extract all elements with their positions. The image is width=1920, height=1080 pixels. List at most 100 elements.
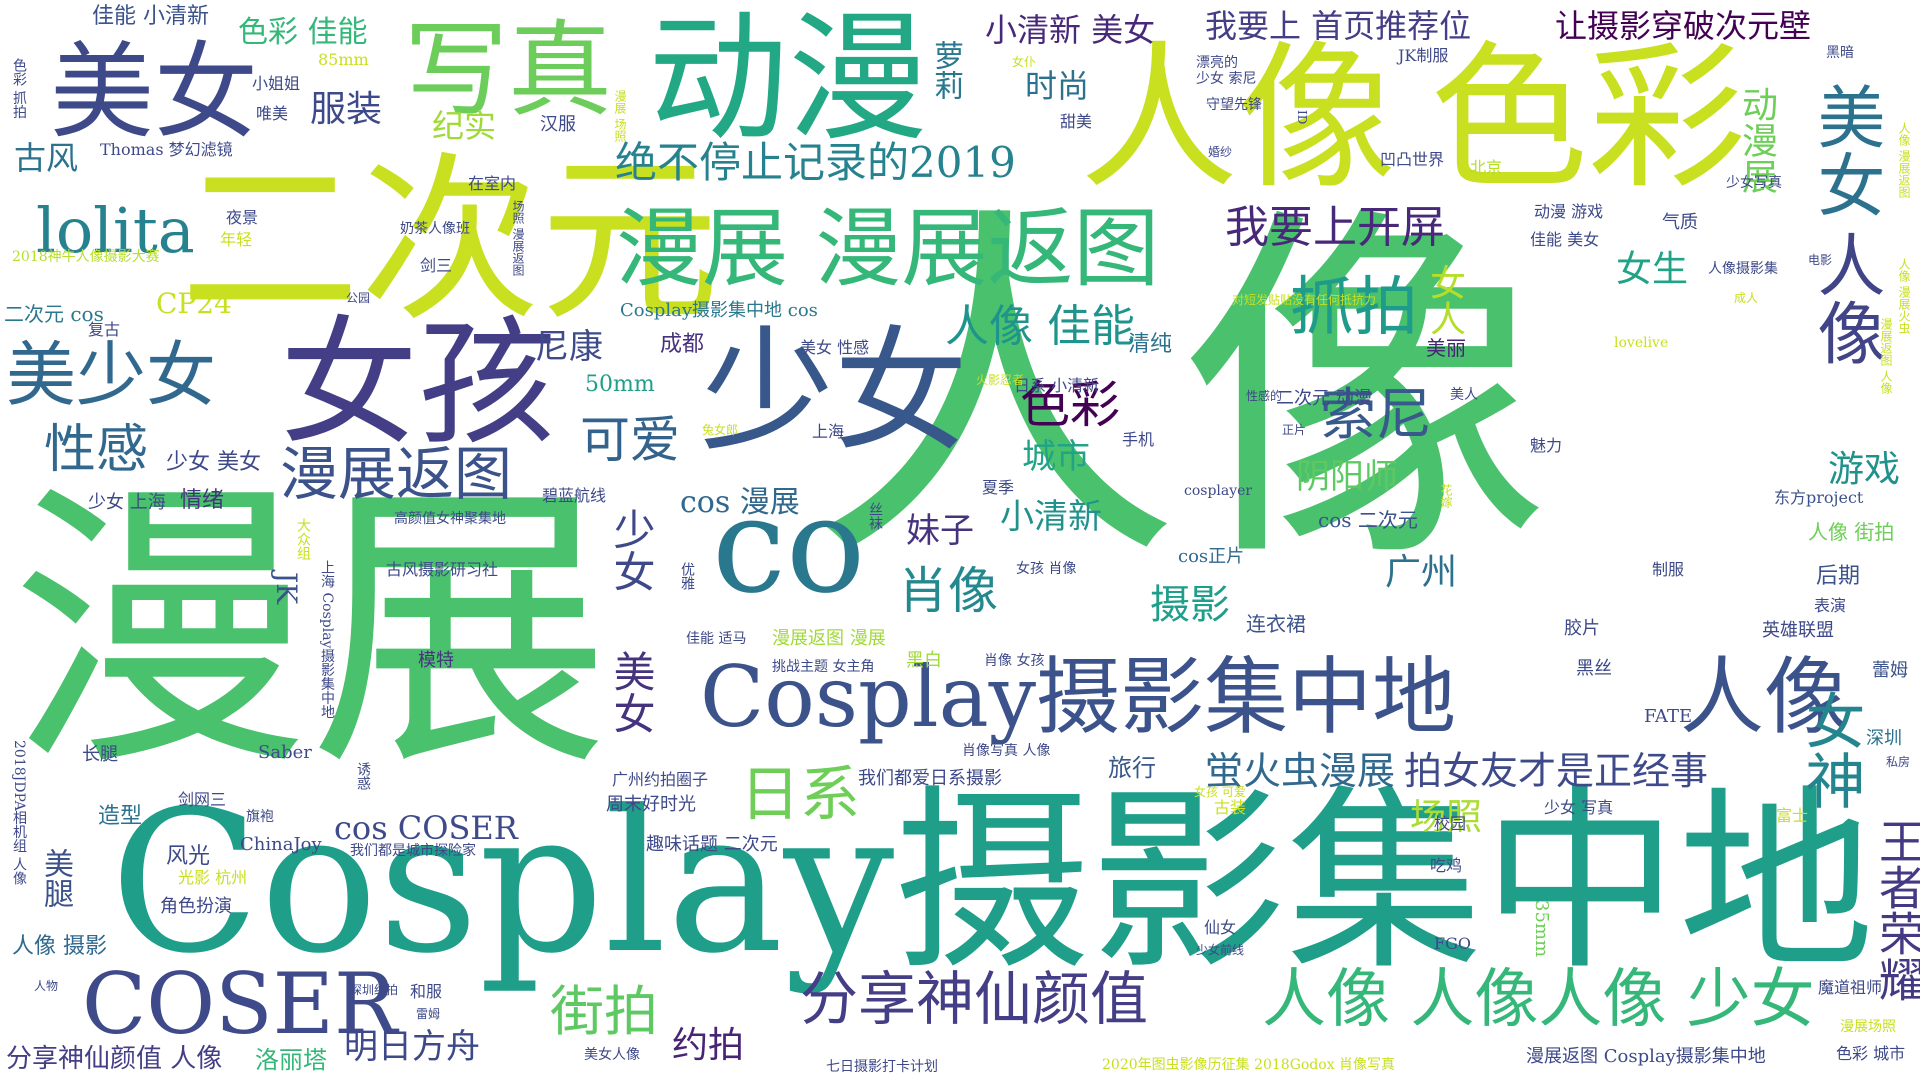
word-cloud-term: 妹子 [906, 511, 974, 551]
word-cloud-term: 甜美 [1060, 112, 1093, 131]
word-cloud-term: 广州约拍圈子 [612, 770, 709, 789]
word-cloud-term: 肖像写真 人像 [962, 743, 1051, 759]
word-cloud-term: 我们都是城市探险家 [350, 843, 476, 859]
word-cloud-term: Cosplay摄影集中地 [700, 648, 1457, 746]
word-cloud-term: 美少女 [6, 334, 216, 416]
word-cloud-term: 游戏 [1828, 449, 1901, 490]
word-cloud-term: 漫展 [10, 457, 610, 806]
word-cloud-term: Cosplay摄影集中地 [110, 769, 1875, 997]
word-cloud-term: 动漫 游戏 [1534, 202, 1604, 221]
word-cloud-term: 美女 [50, 31, 259, 153]
word-cloud-term: 丝袜 [867, 502, 883, 530]
word-cloud-term: 场照 [1410, 797, 1483, 838]
word-cloud-term: 萝莉 [928, 40, 963, 100]
word-cloud-term: JK制服 [1398, 46, 1449, 65]
word-cloud-term: 35mm [1531, 900, 1552, 958]
word-cloud-term: 女生 [1616, 249, 1689, 290]
word-cloud-term: 成人 [1734, 291, 1759, 305]
word-cloud-term: 分享神仙颜值 人像 [6, 1044, 223, 1074]
word-cloud-term: 成都 [660, 332, 705, 357]
word-cloud-term: Thomas 梦幻滤镜 [100, 140, 233, 159]
word-cloud-term: 复古 [88, 320, 121, 339]
word-cloud-term: 服装 [310, 89, 383, 130]
word-cloud-term: 人像 [1680, 648, 1849, 746]
word-cloud-term: 阴阳师 [1296, 457, 1398, 497]
word-cloud-term: 夏季 [982, 478, 1015, 497]
word-cloud-term: 索尼 [1320, 383, 1432, 448]
word-cloud-term: 女神 [1795, 690, 1865, 810]
word-cloud-term: 电影 [1808, 253, 1833, 267]
word-cloud-term: 动漫展 [1736, 86, 1777, 194]
word-cloud-term: 对短发贴贴没有任何抵抗力 [1232, 293, 1377, 307]
word-cloud-term: 少女 [700, 314, 969, 470]
word-cloud-term: 85mm [318, 50, 369, 69]
word-cloud-term: 日系 小清新 [1014, 376, 1100, 395]
word-cloud-term: 火影忍者 [976, 373, 1025, 387]
word-cloud-term: cos COSER [334, 809, 518, 847]
word-cloud-term: 私房 [1886, 755, 1911, 769]
word-cloud-term: 人像摄影集 [1708, 261, 1778, 277]
word-cloud-term: 魔道祖师 [1818, 978, 1883, 997]
word-cloud-term: 二次元 [180, 137, 721, 346]
word-cloud-term: 我们都爱日系摄影 [858, 768, 1002, 789]
word-cloud-term: 情绪 [180, 488, 225, 513]
word-cloud-term: 2018神牛人像摄影大赛 [12, 249, 160, 265]
word-cloud-term: 人像 漫展火虫 [1897, 258, 1911, 334]
word-cloud-term: 可爱 [580, 411, 680, 469]
word-cloud-term: 尼康 [535, 327, 603, 367]
word-cloud-term: 年轻 [220, 230, 253, 249]
word-cloud-term: 英雄联盟 [1762, 620, 1834, 641]
word-cloud-term: 50mm [585, 372, 655, 397]
word-cloud-term: 富士 [1776, 806, 1809, 825]
word-cloud-term: 手机 [1122, 430, 1155, 449]
word-cloud-term: 少女 上海 [88, 492, 166, 513]
word-cloud-term: 漫展 场照 [613, 90, 627, 142]
word-cloud-term: ChinaJoy [240, 834, 322, 855]
word-cloud-term: 我要上开屏 [1225, 202, 1445, 253]
word-cloud-term: 黑白 [906, 650, 942, 671]
word-cloud-term: 雷姆 [416, 1007, 441, 1021]
word-cloud-term: co [712, 469, 866, 623]
word-cloud-term: cos 二次元 [1318, 508, 1418, 532]
word-cloud-term: 佳能 小清新 [92, 4, 209, 29]
word-cloud-term: 时尚 [1025, 67, 1090, 105]
word-cloud-term: 兔女郎 [702, 423, 739, 437]
word-cloud-term: 角色扮演 [160, 896, 232, 917]
word-cloud-term: 漫展返图 人像 [1879, 318, 1893, 394]
word-cloud-term: 广州 [1385, 552, 1458, 593]
word-cloud-term: 摄影 [1150, 582, 1230, 628]
word-cloud-term: 古装 [1214, 798, 1247, 817]
word-cloud-term: 花嫁 [1439, 484, 1453, 508]
word-cloud-term: 女孩 [280, 303, 557, 464]
word-cloud-term: 上海 Cosplay摄影集中地 [319, 560, 335, 719]
word-cloud-term: 少女 美女 [166, 450, 261, 475]
word-cloud-term: 碧蓝航线 [542, 486, 607, 505]
word-cloud-term: cos 漫展 [680, 485, 800, 520]
word-cloud-term: 北京 [1470, 158, 1503, 177]
word-cloud-term: 七日摄影打卡计划 [826, 1059, 938, 1075]
word-cloud-term: 气质 [1662, 212, 1698, 233]
word-cloud-term: 后期 [1816, 564, 1861, 589]
word-cloud-term: 古风摄影研习社 [386, 560, 499, 579]
word-cloud-term: 漫展 漫展返图 [616, 199, 1160, 299]
word-cloud-term: 女仆 [1012, 55, 1037, 69]
word-cloud-term: 美腿 [38, 848, 73, 908]
word-cloud-term: 让摄影穿破次元壁 [1555, 7, 1812, 45]
word-cloud-term: 黑暗 [1826, 45, 1854, 61]
word-cloud-term: 旅行 [1108, 754, 1156, 782]
word-cloud-term: 制服 [1652, 560, 1685, 579]
word-cloud-term: 上海 [812, 422, 845, 441]
word-cloud-term: 蛍火虫漫展 [1205, 749, 1396, 793]
word-cloud-term: 小清新 美女 [985, 11, 1156, 49]
word-cloud-term: 漫展返图 [280, 440, 513, 508]
word-cloud-term: 王者荣耀 [1872, 818, 1920, 1002]
word-cloud-term: 色彩 [1020, 376, 1120, 434]
word-cloud-term: 美女人像 [584, 1047, 640, 1063]
word-cloud-term: 少女写真 [1726, 175, 1782, 191]
word-cloud-term: 吃鸡 [1430, 856, 1463, 875]
word-cloud-term: 光影 杭州 [178, 868, 248, 887]
word-cloud-term: 深圳 [1866, 728, 1902, 749]
word-cloud-term: cos正片 [1178, 546, 1245, 567]
word-cloud-term: 公园 [346, 291, 371, 305]
word-cloud-term: 绝不停止记录的2019 [615, 138, 1016, 187]
